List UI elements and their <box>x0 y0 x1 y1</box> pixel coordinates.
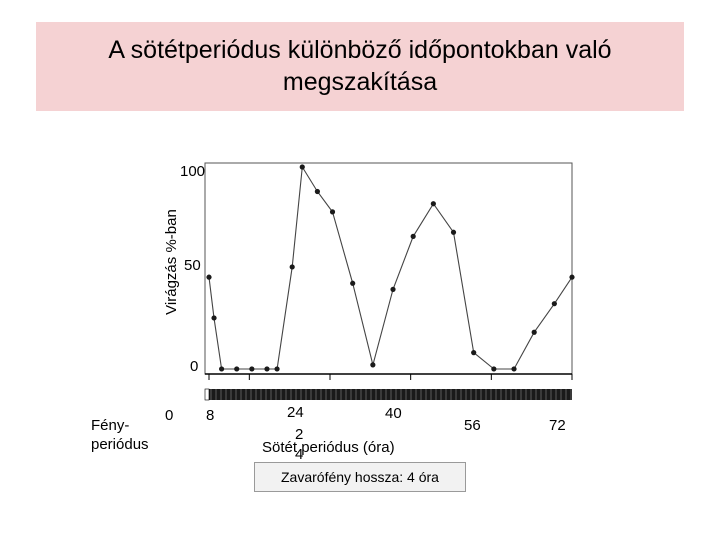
data-point <box>249 366 255 372</box>
data-point <box>569 274 575 280</box>
data-point <box>491 366 497 372</box>
interruption-note-box: Zavarófény hossza: 4 óra <box>254 462 466 492</box>
title-banner: A sötétperiódus különböző időpontokban v… <box>36 22 684 111</box>
dark-period-bar <box>205 389 572 400</box>
data-point <box>370 362 376 368</box>
light-period-label: periódus <box>91 436 149 453</box>
data-point <box>289 264 295 270</box>
x-tick-label: 0 <box>165 407 173 424</box>
y-tick-label: 100 <box>180 163 205 180</box>
interruption-note: Zavarófény hossza: 4 óra <box>281 469 439 485</box>
data-point <box>299 164 305 170</box>
series-line <box>208 165 573 370</box>
data-point <box>390 286 396 292</box>
y-axis-label: Virágzás %-ban <box>163 209 180 315</box>
data-point <box>206 274 212 280</box>
x-tick-label: 40 <box>385 405 402 422</box>
data-point <box>234 366 240 372</box>
x-tick-label: 2 <box>295 426 303 443</box>
data-point <box>450 229 457 235</box>
data-point <box>219 366 225 372</box>
x-axis-label: Sötét periódus (óra) <box>262 439 395 456</box>
y-tick-label: 0 <box>190 358 198 375</box>
x-tick-label: 4 <box>295 446 303 463</box>
data-point <box>314 188 320 195</box>
x-tick-label: 8 <box>206 407 214 424</box>
data-point <box>329 209 336 215</box>
data-point <box>410 233 416 239</box>
data-point <box>264 366 270 372</box>
data-point <box>430 201 436 207</box>
y-tick-label: 50 <box>184 257 201 274</box>
x-tick-label: 72 <box>549 417 566 434</box>
data-point <box>350 280 356 286</box>
data-point <box>211 315 217 321</box>
data-point <box>551 301 557 307</box>
data-point <box>471 350 477 356</box>
light-period-label: Fény- <box>91 417 129 434</box>
x-tick-label: 56 <box>464 417 481 434</box>
light-period-bar <box>204 388 210 401</box>
data-point <box>274 366 280 372</box>
data-point <box>511 366 517 372</box>
data-point <box>531 329 537 335</box>
page-title: A sötétperiódus különböző időpontokban v… <box>108 36 612 96</box>
plot-frame <box>204 162 573 375</box>
x-tick-label: 24 <box>287 404 304 421</box>
